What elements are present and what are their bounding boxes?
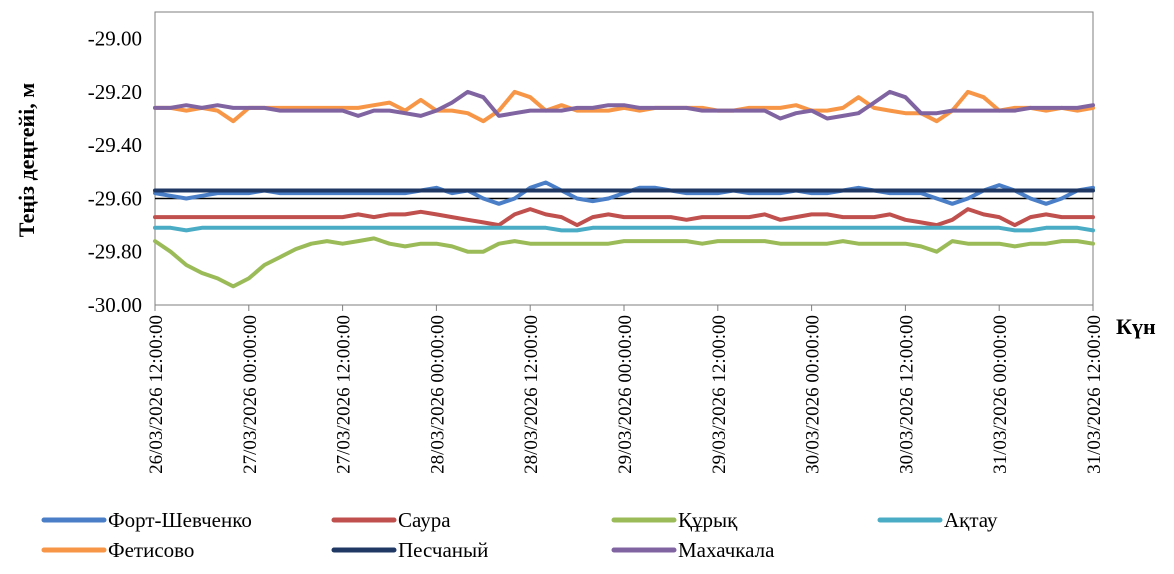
legend-label: Песчаный xyxy=(398,538,488,562)
legend-label: Ақтау xyxy=(944,508,998,532)
y-tick-label: -29.40 xyxy=(88,133,142,157)
x-tick-label: 28/03/2026 12:00:00 xyxy=(521,315,542,474)
plot-area xyxy=(154,11,1094,306)
x-tick-label: 30/03/2026 00:00:00 xyxy=(803,315,824,474)
x-axis-label: Күн xyxy=(1116,314,1156,339)
y-tick-label: -30.00 xyxy=(88,293,142,317)
legend-label: Форт-Шевченко xyxy=(108,508,252,532)
y-tick-label: -29.60 xyxy=(88,186,142,210)
series-line xyxy=(153,207,1095,228)
legend-label: Саура xyxy=(398,508,451,532)
legend-label: Махачкала xyxy=(678,538,775,562)
legend: Форт-Шевченко Саура Құрық Ақтау Фетисово Песч… xyxy=(41,508,998,562)
x-tick-label: 31/03/2026 00:00:00 xyxy=(990,315,1011,474)
x-tick-label: 26/03/2026 12:00:00 xyxy=(146,315,167,474)
y-tick-label: -29.80 xyxy=(88,240,142,264)
axis-layer: -29.00 -29.20 -29.40 -29.60 -29.80 -30.0026/0… xyxy=(88,27,1105,474)
x-tick-label: 29/03/2026 12:00:00 xyxy=(709,315,730,474)
x-tick-label: 28/03/2026 00:00:00 xyxy=(427,315,448,474)
x-tick-label: 27/03/2026 12:00:00 xyxy=(334,315,355,474)
y-tick-label: -29.20 xyxy=(88,80,142,104)
series-layer xyxy=(153,89,1095,289)
legend-label: Фетисово xyxy=(108,538,194,562)
series-line xyxy=(153,225,1095,233)
x-tick-label: 30/03/2026 12:00:00 xyxy=(896,315,917,474)
x-tick-label: 29/03/2026 00:00:00 xyxy=(615,315,636,474)
y-tick-label: -29.00 xyxy=(88,27,142,51)
series-line xyxy=(153,89,1095,121)
y-axis-label: Теңіз деңгейі, м xyxy=(14,83,39,238)
series-line xyxy=(153,236,1095,289)
legend-label: Құрық xyxy=(678,508,738,532)
series-line xyxy=(153,89,1095,124)
x-tick-label: 31/03/2026 12:00:00 xyxy=(1084,315,1105,474)
series-line xyxy=(153,180,1095,206)
x-tick-label: 27/03/2026 00:00:00 xyxy=(240,315,261,474)
